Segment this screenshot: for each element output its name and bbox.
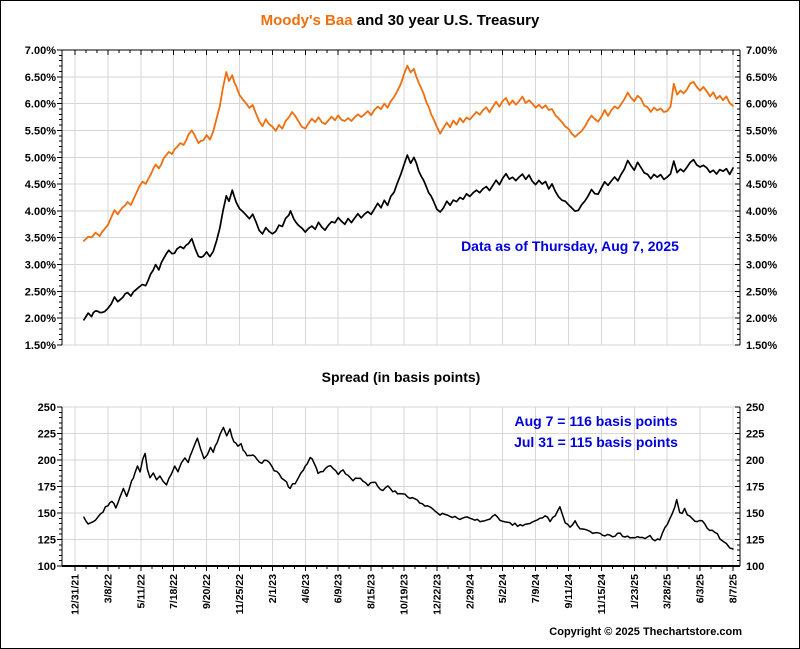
page-title-rest-segment: and 30 year U.S. Treasury bbox=[352, 12, 540, 29]
y-axis-tick-label: 4.50% bbox=[746, 179, 777, 191]
x-axis-date-label: 3/8/22 bbox=[102, 574, 114, 603]
y-axis-tick-label: 250 bbox=[746, 402, 764, 414]
y-axis-tick-label: 7.00% bbox=[746, 45, 777, 57]
y-axis-tick-label: 1.50% bbox=[746, 340, 777, 352]
y-axis-tick-label: 225 bbox=[746, 429, 764, 441]
x-axis-date-label: 7/18/22 bbox=[168, 574, 180, 609]
yield-chart-panel: 7.00% 7.00% 6.50% 6.50% 6.00% 6.00% 5.50% 5.50%… bbox=[25, 45, 778, 352]
y-axis-tick-label: 175 bbox=[38, 482, 56, 494]
y-axis-tick-label: 3.50% bbox=[25, 233, 56, 245]
y-axis-tick-label: 4.00% bbox=[25, 206, 56, 218]
y-axis-tick-label: 125 bbox=[746, 535, 764, 547]
x-axis-date-label: 9/11/24 bbox=[563, 574, 575, 609]
y-axis-tick-label: 4.50% bbox=[25, 179, 56, 191]
y-axis-tick-label: 6.00% bbox=[25, 99, 56, 111]
x-axis-date-label: 12/22/23 bbox=[431, 574, 443, 615]
y-axis-tick-label: 250 bbox=[38, 402, 56, 414]
y-axis-tick-label: 3.00% bbox=[746, 260, 777, 272]
x-axis-date-label: 4/6/23 bbox=[300, 574, 312, 603]
x-axis-date-label: 8/7/25 bbox=[728, 574, 740, 603]
x-axis-date-label: 1/23/25 bbox=[629, 574, 641, 609]
x-axis-date-label: 8/15/23 bbox=[366, 574, 378, 609]
copyright-text: Copyright © 2025 Thechartstore.com bbox=[549, 626, 742, 638]
y-axis-tick-label: 3.50% bbox=[746, 233, 777, 245]
x-axis-date-label: 12/31/21 bbox=[70, 574, 82, 615]
x-axis-date-label: 2/1/23 bbox=[267, 574, 279, 603]
x-axis-date-label: 11/25/22 bbox=[234, 574, 246, 614]
spread-annotation-line1: Aug 7 = 116 basis points bbox=[514, 413, 678, 429]
data-as-of-annotation: Data as of Thursday, Aug 7, 2025 bbox=[461, 238, 679, 254]
y-axis-tick-label: 150 bbox=[746, 508, 764, 520]
spread-series-line bbox=[83, 426, 734, 550]
y-axis-tick-label: 6.50% bbox=[746, 72, 777, 84]
y-axis-tick-label: 2.00% bbox=[25, 313, 56, 325]
x-axis-date-label: 2/29/24 bbox=[464, 574, 476, 609]
y-axis-tick-label: 200 bbox=[746, 455, 764, 467]
y-axis-tick-label: 225 bbox=[38, 429, 56, 441]
y-axis-tick-label: 5.00% bbox=[746, 152, 777, 164]
y-axis-tick-label: 3.00% bbox=[25, 260, 56, 272]
x-axis-date-label: 9/20/22 bbox=[201, 574, 213, 609]
y-axis-tick-label: 125 bbox=[38, 535, 56, 547]
spread-chart-title: Spread (in basis points) bbox=[321, 369, 481, 385]
x-axis-date-label: 6/3/25 bbox=[695, 574, 707, 603]
y-axis-tick-label: 6.50% bbox=[25, 72, 56, 84]
treasury-series-line bbox=[83, 154, 734, 321]
y-axis-tick-label: 175 bbox=[746, 482, 764, 494]
x-axis-date-label: 7/9/24 bbox=[530, 574, 542, 603]
y-axis-tick-label: 200 bbox=[38, 455, 56, 467]
x-axis-date-label: 10/19/23 bbox=[399, 574, 411, 615]
page-title: Moody's Baa and 30 year U.S. Treasury bbox=[0, 12, 800, 29]
y-axis-tick-label: 2.50% bbox=[746, 286, 777, 298]
spread-annotation: Aug 7 = 116 basis points Jul 31 = 115 ba… bbox=[462, 411, 730, 453]
x-axis-date-label: 6/9/23 bbox=[333, 574, 345, 603]
y-axis-tick-label: 5.50% bbox=[25, 125, 56, 137]
baa-series-line bbox=[83, 64, 734, 242]
x-axis-date-label: 5/2/24 bbox=[497, 574, 509, 603]
y-axis-tick-label: 2.00% bbox=[746, 313, 777, 325]
y-axis-tick-label: 7.00% bbox=[25, 45, 56, 57]
y-axis-tick-label: 100 bbox=[38, 561, 56, 573]
y-axis-tick-label: 5.50% bbox=[746, 125, 777, 137]
y-axis-tick-label: 2.50% bbox=[25, 286, 56, 298]
spread-chart-panel: 250 250 225 225 200 200 175 175 150 150 125 125 100 1… bbox=[38, 402, 765, 615]
x-axis-date-label: 3/28/25 bbox=[662, 574, 674, 609]
x-axis-date-label: 5/11/22 bbox=[135, 574, 147, 609]
y-axis-tick-label: 6.00% bbox=[746, 99, 777, 111]
y-axis-tick-label: 5.00% bbox=[25, 152, 56, 164]
spread-annotation-line2: Jul 31 = 115 basis points bbox=[514, 434, 678, 450]
y-axis-tick-label: 4.00% bbox=[746, 206, 777, 218]
x-axis-date-label: 11/15/24 bbox=[596, 574, 608, 614]
page-title-baa-segment: Moody's Baa bbox=[260, 12, 353, 29]
y-axis-tick-label: 1.50% bbox=[25, 340, 56, 352]
y-axis-tick-label: 100 bbox=[746, 561, 764, 573]
y-axis-tick-label: 150 bbox=[38, 508, 56, 520]
